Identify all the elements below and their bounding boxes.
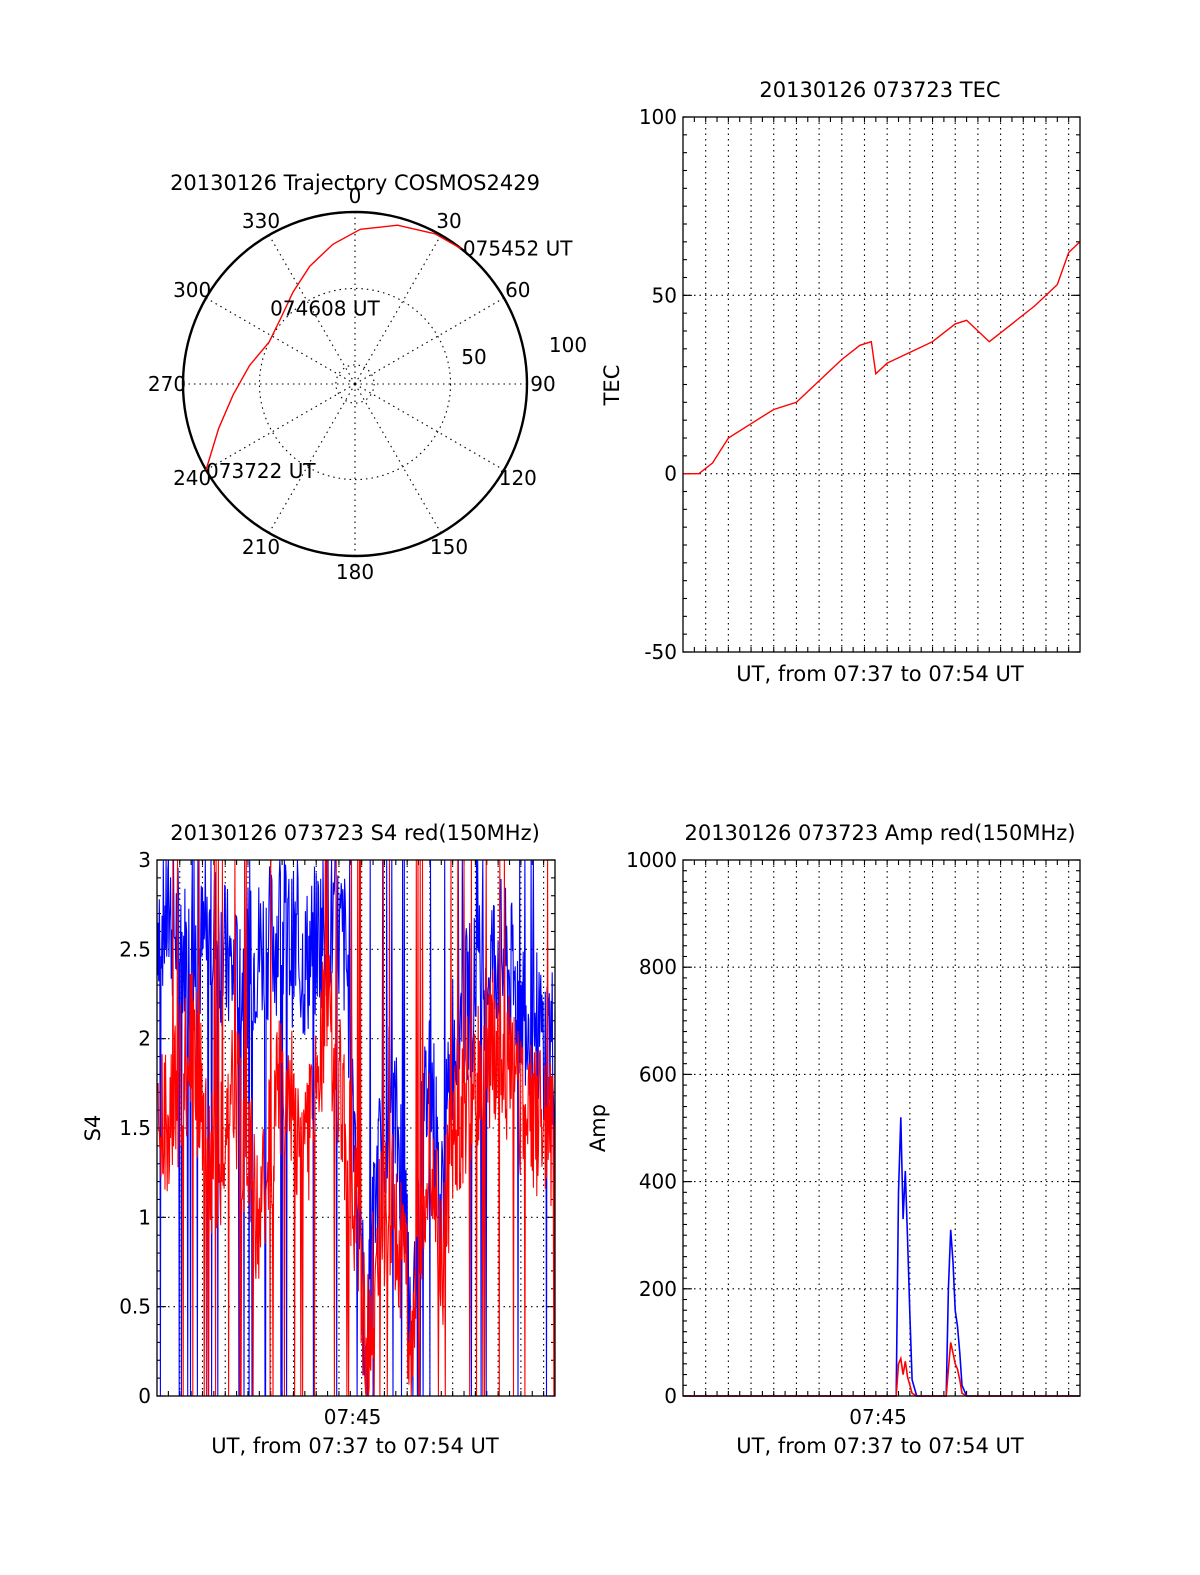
polar-grid [181, 210, 529, 558]
polar-spoke [354, 383, 442, 534]
tec-grid [683, 117, 1080, 652]
tec-title: 20130126 073723 TEC [759, 78, 1000, 102]
panel-s4: 20130126 073723 S4 red(150MHz) 0 0.5 1 1.5 2… [81, 821, 556, 1458]
radial-label: 100 [549, 333, 587, 357]
azimuth-label: 150 [430, 535, 468, 559]
azimuth-label: 30 [436, 209, 461, 233]
azimuth-label: 270 [148, 372, 186, 396]
y-tick-label: 0 [138, 1384, 151, 1408]
y-tick-label: 3 [138, 848, 151, 872]
time-annotation: 074608 UT [270, 297, 380, 321]
amp-title: 20130126 073723 Amp red(150MHz) [684, 821, 1075, 845]
amp-grid [683, 860, 1080, 1396]
azimuth-label: 90 [530, 372, 555, 396]
y-tick-label: 0.5 [119, 1295, 151, 1319]
polar-labels: 0 30 60 90 120 150 180 210 240 270 300 330 50 100 [148, 184, 587, 584]
panel-tec: 20130126 073723 TEC -50 0 50 100 TEC UT, fr… [600, 78, 1081, 686]
y-tick-label: 1 [138, 1205, 151, 1229]
tec-series [683, 241, 1081, 475]
azimuth-label: 180 [336, 560, 374, 584]
azimuth-label: 300 [173, 278, 211, 302]
time-annotation: 075452 UT [463, 236, 573, 260]
polar-spoke [268, 383, 356, 534]
polar-spoke [268, 234, 356, 385]
s4-series [156, 859, 556, 1397]
s4-ylabel: S4 [81, 1115, 105, 1142]
x-tick-label: 07:45 [324, 1405, 382, 1429]
polar-spoke [205, 383, 356, 471]
x-tick-label: 07:45 [849, 1405, 907, 1429]
azimuth-label: 330 [242, 209, 280, 233]
y-tick-label: 1000 [626, 848, 677, 872]
y-tick-label: 800 [639, 955, 677, 979]
tec-ylabel: TEC [600, 365, 624, 407]
trajectory-track [205, 224, 462, 471]
azimuth-label: 60 [505, 278, 530, 302]
y-tick-label: 50 [652, 283, 677, 307]
azimuth-label: 240 [173, 466, 211, 490]
series-line [683, 241, 1081, 475]
y-tick-label: -50 [644, 640, 677, 664]
y-tick-label: 400 [639, 1170, 677, 1194]
series-line [156, 859, 556, 1397]
amp-ticks: 0 200 400 600 800 1000 07:45 [626, 848, 1080, 1429]
polar-spoke [354, 297, 505, 385]
azimuth-label: 120 [499, 466, 537, 490]
polar-grid-circle [335, 364, 375, 404]
azimuth-label: 210 [242, 535, 280, 559]
tec-xlabel: UT, from 07:37 to 07:54 UT [736, 662, 1024, 686]
y-tick-label: 600 [639, 1062, 677, 1086]
s4-title: 20130126 073723 S4 red(150MHz) [170, 821, 540, 845]
trajectory-title: 20130126 Trajectory COSMOS2429 [170, 171, 540, 195]
y-tick-label: 0 [664, 1384, 677, 1408]
polar-spoke [354, 383, 505, 471]
y-tick-label: 100 [639, 105, 677, 129]
amp-frame [682, 859, 1081, 1397]
y-tick-label: 0 [664, 462, 677, 486]
s4-xlabel: UT, from 07:37 to 07:54 UT [211, 1434, 499, 1458]
panel-amp: 20130126 073723 Amp red(150MHz) 0 200 400 6… [586, 821, 1081, 1458]
polar-grid-circle [258, 287, 452, 481]
panel-trajectory: 20130126 Trajectory COSMOS2429 0 30 60 90 12… [148, 171, 587, 584]
trajectory-annotations: 073722 UT 074608 UT 075452 UT [206, 236, 573, 483]
tec-frame [682, 116, 1081, 653]
polar-spoke [205, 297, 356, 385]
y-tick-label: 2.5 [119, 937, 151, 961]
s4-frame [156, 859, 556, 1397]
radial-label: 50 [461, 345, 486, 369]
polar-spoke [354, 234, 442, 385]
amp-xlabel: UT, from 07:37 to 07:54 UT [736, 1434, 1024, 1458]
y-tick-label: 1.5 [119, 1116, 151, 1140]
y-tick-label: 2 [138, 1027, 151, 1051]
time-annotation: 073722 UT [206, 459, 316, 483]
amp-ylabel: Amp [586, 1104, 610, 1152]
azimuth-label: 0 [349, 184, 362, 208]
y-tick-label: 200 [639, 1277, 677, 1301]
tec-ticks: -50 0 50 100 [639, 105, 1080, 664]
